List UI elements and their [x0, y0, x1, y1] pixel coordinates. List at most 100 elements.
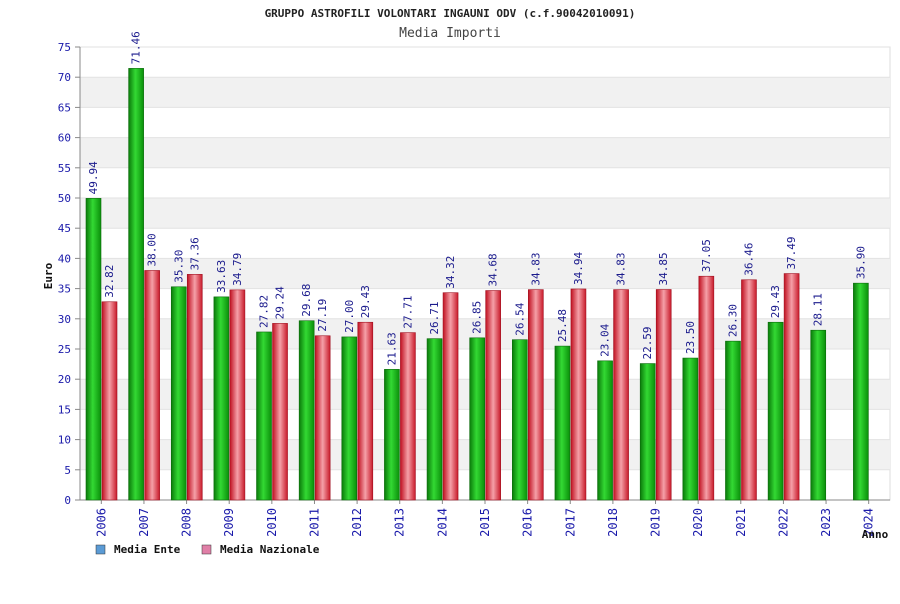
- bar-media-nazionale-2010: [272, 323, 288, 501]
- data-label: 26.54: [513, 302, 526, 335]
- y-tick-label: 5: [64, 464, 71, 477]
- bar-media-nazionale-2017: [570, 288, 587, 501]
- bar-media-nazionale-2009: [229, 289, 246, 501]
- bar-media-nazionale-2007: [144, 270, 160, 501]
- bar-media-nazionale-2013: [400, 332, 416, 501]
- data-label: 71.46: [130, 31, 143, 64]
- y-tick-label: 40: [58, 252, 71, 265]
- bar-media-ente-2008: [170, 286, 187, 501]
- x-tick-label: 2021: [734, 508, 748, 537]
- bar-media-nazionale-2018: [613, 289, 629, 501]
- bar-media-nazionale-2015: [485, 290, 501, 501]
- bar-media-ente-2012: [341, 336, 358, 501]
- data-label: 21.63: [385, 332, 398, 365]
- data-label: 34.85: [657, 252, 670, 285]
- data-label: 34.79: [231, 253, 244, 286]
- x-tick-label: 2020: [691, 508, 705, 537]
- data-label: 28.11: [812, 293, 825, 326]
- y-tick-label: 20: [58, 373, 71, 386]
- bar-media-ente-2017: [554, 345, 571, 501]
- data-label: 29.68: [300, 284, 313, 317]
- data-label: 29.43: [359, 285, 372, 318]
- bar-media-ente-2013: [384, 369, 400, 501]
- data-label: 26.71: [428, 302, 441, 335]
- bar-media-ente-2009: [213, 296, 230, 501]
- bar-media-nazionale-2012: [357, 321, 374, 501]
- bar-media-ente-2011: [298, 320, 315, 501]
- grid-band: [80, 77, 890, 108]
- x-tick-label: 2017: [563, 508, 577, 537]
- data-label: 32.82: [103, 265, 116, 298]
- y-tick-label: 50: [58, 192, 71, 205]
- bar-media-nazionale-2014: [442, 292, 459, 501]
- legend: Media Ente Media Nazionale: [95, 543, 320, 556]
- y-tick-label: 75: [58, 41, 71, 54]
- x-tick-label: 2006: [94, 508, 108, 537]
- data-label: 49.94: [87, 161, 100, 194]
- bar-media-nazionale-2022: [783, 273, 800, 501]
- data-label: 27.00: [343, 300, 356, 333]
- x-tick-label: 2012: [350, 508, 364, 537]
- bar-media-ente-2015: [469, 337, 485, 501]
- data-label: 22.59: [641, 326, 654, 359]
- data-label: 33.63: [215, 260, 228, 293]
- data-label: 34.83: [615, 253, 628, 286]
- bar-media-ente-2014: [426, 338, 443, 501]
- data-label: 23.50: [684, 321, 697, 354]
- data-label: 26.85: [471, 301, 484, 334]
- data-label: 27.82: [258, 295, 271, 328]
- data-label: 25.48: [556, 309, 569, 342]
- y-tick-label: 70: [58, 71, 71, 84]
- x-tick-label: 2009: [222, 508, 236, 537]
- y-tick-label: 30: [58, 313, 71, 326]
- data-label: 23.04: [599, 323, 612, 356]
- y-tick-label: 25: [58, 343, 71, 356]
- bar-media-nazionale-2011: [314, 335, 331, 501]
- data-label: 37.05: [700, 239, 713, 272]
- bar-media-ente-2021: [725, 340, 741, 501]
- y-tick-label: 55: [58, 162, 71, 175]
- data-label: 34.68: [487, 253, 500, 286]
- data-label: 27.19: [316, 299, 329, 332]
- bar-media-ente-2010: [256, 331, 272, 501]
- x-tick-label: 2024: [862, 508, 876, 537]
- legend-label-media-nazionale: Media Nazionale: [220, 543, 320, 556]
- data-label: 27.71: [401, 296, 414, 329]
- x-tick-label: 2008: [180, 508, 194, 537]
- y-tick-label: 65: [58, 101, 71, 114]
- x-tick-label: 2010: [265, 508, 279, 537]
- data-label: 35.30: [172, 250, 185, 283]
- x-tick-label: 2013: [393, 508, 407, 537]
- x-tick-label: 2022: [776, 508, 790, 537]
- chart-subtitle: Media Importi: [399, 26, 501, 41]
- y-tick-label: 10: [58, 434, 71, 447]
- bar-media-nazionale-2020: [698, 275, 715, 501]
- grid-band: [80, 137, 890, 168]
- bar-media-ente-2024: [853, 282, 869, 501]
- x-tick-label: 2016: [521, 508, 535, 537]
- bar-media-ente-2019: [639, 363, 656, 501]
- y-tick-label: 60: [58, 132, 71, 145]
- x-tick-label: 2011: [307, 508, 321, 537]
- grid-band: [80, 198, 890, 229]
- bar-media-nazionale-2006: [101, 301, 118, 501]
- data-label: 36.46: [742, 243, 755, 276]
- y-tick-label: 35: [58, 283, 71, 296]
- data-label: 35.90: [854, 246, 867, 279]
- data-label: 34.32: [444, 256, 457, 289]
- x-tick-label: 2014: [435, 508, 449, 537]
- y-axis-label: Euro: [42, 262, 55, 289]
- chart-title: GRUPPO ASTROFILI VOLONTARI INGAUNI ODV (…: [265, 7, 636, 20]
- data-label: 26.30: [726, 304, 739, 337]
- x-axis-label: Anno: [862, 528, 889, 541]
- legend-label-media-ente: Media Ente: [114, 543, 181, 556]
- data-label: 37.49: [785, 236, 798, 269]
- x-tick-label: 2018: [606, 508, 620, 537]
- data-label: 34.83: [529, 253, 542, 286]
- bar-media-ente-2020: [682, 357, 699, 501]
- data-label: 38.00: [146, 233, 159, 266]
- y-tick-label: 0: [64, 494, 71, 507]
- bar-media-ente-2007: [128, 68, 144, 501]
